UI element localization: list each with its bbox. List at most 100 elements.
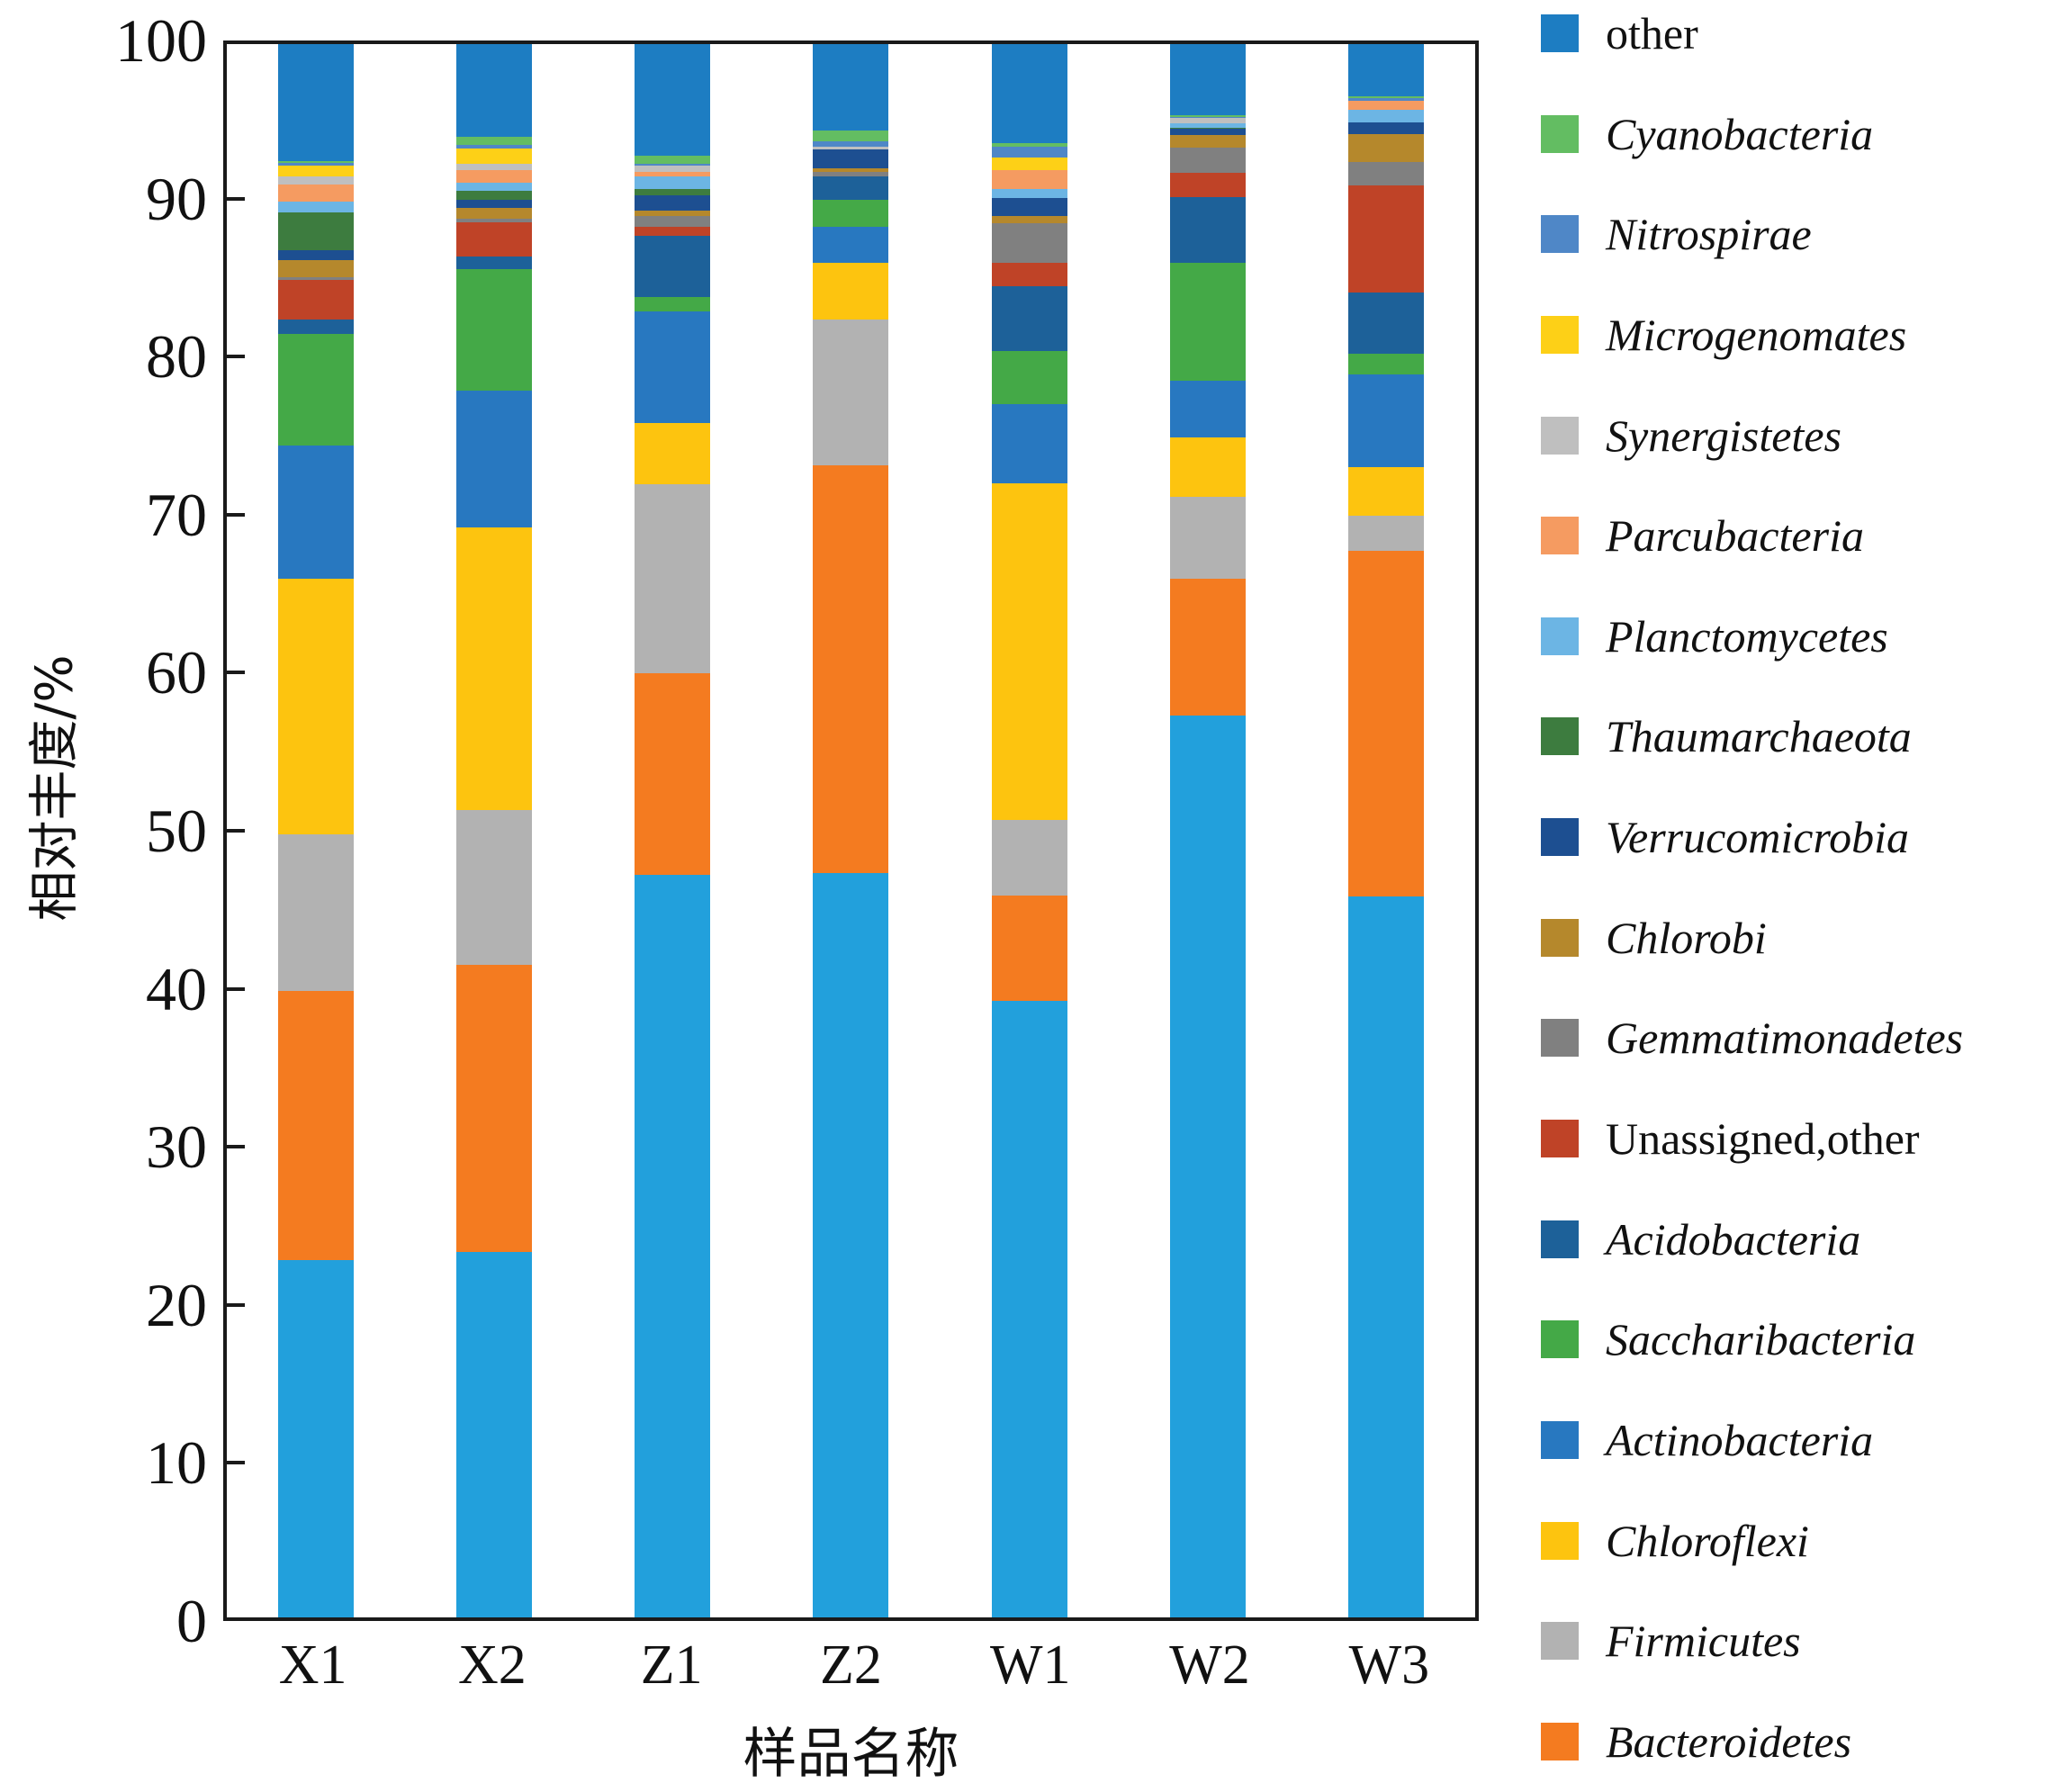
bar-segment-Acidobacteria-Z1 xyxy=(635,236,711,298)
axis-x-title: 样品名称 xyxy=(743,1723,959,1786)
bar-segment-Bacteroidetes-X2 xyxy=(456,964,533,1253)
bar-segment-Chlorobi-Z2 xyxy=(813,168,889,172)
bar-segment-Actinobacteria-Z1 xyxy=(635,311,711,424)
bar-segment-Chloroflexi-Z2 xyxy=(813,263,889,320)
bar-slot-W1 xyxy=(941,44,1119,1617)
bar-segment-Saccharibacteria-X1 xyxy=(278,333,355,446)
bar-segment-Thaumarchaeota-X2 xyxy=(456,190,533,201)
bar-segment-Parcubacteria-W1 xyxy=(991,169,1067,189)
bar-slot-Z2 xyxy=(761,44,940,1617)
legend-label: Actinobacteria xyxy=(1606,1414,1874,1465)
bar-segment-Chloroflexi-W3 xyxy=(1347,467,1424,517)
y-tick-label: 70 xyxy=(146,480,207,549)
bar-segment-Thaumarchaeota-Z1 xyxy=(635,188,711,195)
bar-segment-Saccharibacteria-Z2 xyxy=(813,200,889,227)
bar-segment-Verrucomicrobia-X1 xyxy=(278,250,355,260)
legend-item-Cyanobacteria: Cyanobacteria xyxy=(1541,112,2058,157)
legend-swatch-icon xyxy=(1541,1622,1579,1661)
legend-label: Acidobacteria xyxy=(1606,1213,1861,1265)
y-tick-label: 10 xyxy=(146,1428,207,1498)
bar-segment-Nitrospirae-W3 xyxy=(1347,98,1424,101)
bar-W1 xyxy=(991,44,1067,1617)
bar-segment-other-X2 xyxy=(456,44,533,138)
bar-slot-Z1 xyxy=(583,44,761,1617)
bar-segment-Synergistetes-X1 xyxy=(278,176,355,185)
bar-segment-Bacteroidetes-Z1 xyxy=(635,673,711,875)
x-tick-label-W2: W2 xyxy=(1169,1634,1250,1696)
bar-segment-base-W2 xyxy=(1169,716,1246,1617)
bar-segment-Chlorobi-W3 xyxy=(1347,133,1424,163)
bar-segment-Saccharibacteria-W1 xyxy=(991,350,1067,405)
bar-segment-Bacteroidetes-W2 xyxy=(1169,579,1246,716)
legend-label: Gemmatimonadetes xyxy=(1606,1013,1964,1064)
legend-swatch-icon xyxy=(1541,1420,1579,1459)
bar-segment-Saccharibacteria-Z1 xyxy=(635,297,711,312)
y-tick-label: 60 xyxy=(146,638,207,707)
bar-segment-Acidobacteria-W1 xyxy=(991,286,1067,351)
bar-segment-Chloroflexi-W1 xyxy=(991,482,1067,820)
bar-segment-base-W3 xyxy=(1347,896,1424,1617)
bar-segment-Parcubacteria-W3 xyxy=(1347,101,1424,111)
bar-slot-W3 xyxy=(1297,44,1475,1617)
legend-label: Parcubacteria xyxy=(1606,510,1864,562)
legend-item-Synergistetes: Synergistetes xyxy=(1541,413,2058,458)
bar-segment-Cyanobacteria-X2 xyxy=(456,137,533,146)
y-tick-label: 0 xyxy=(176,1587,207,1655)
y-tick-label: 100 xyxy=(115,6,207,75)
legend-label: Bacteroidetes xyxy=(1606,1715,1852,1767)
bar-segment-Unassigned,other-Z1 xyxy=(635,226,711,237)
bar-segment-base-W1 xyxy=(991,1000,1067,1617)
bar-segment-Nitrospirae-W2 xyxy=(1169,116,1246,119)
axis-y-title: 相对丰度/% xyxy=(25,654,85,922)
bar-segment-Planctomycetes-X1 xyxy=(278,201,355,213)
legend-label: Thaumarchaeota xyxy=(1606,711,1912,762)
y-tick-mark xyxy=(223,671,245,675)
bar-segment-Acidobacteria-Z2 xyxy=(813,176,889,201)
bar-segment-Gemmatimonadetes-Z1 xyxy=(635,215,711,227)
y-tick-label: 20 xyxy=(146,1270,207,1339)
legend-item-Chlorobi: Chlorobi xyxy=(1541,915,2058,960)
legend-swatch-icon xyxy=(1541,517,1579,555)
bar-segment-Saccharibacteria-W2 xyxy=(1169,263,1246,382)
x-tick-label-X2: X2 xyxy=(458,1634,527,1696)
bar-segment-Chlorobi-W1 xyxy=(991,215,1067,224)
y-tick-label: 80 xyxy=(146,322,207,392)
bar-segment-Cyanobacteria-Z1 xyxy=(635,156,711,164)
bar-W2 xyxy=(1169,44,1246,1617)
bar-slot-W2 xyxy=(1119,44,1297,1617)
bar-segment-Thaumarchaeota-X1 xyxy=(278,212,355,251)
legend-swatch-icon xyxy=(1541,617,1579,655)
legend-item-other: other xyxy=(1541,11,2058,56)
bar-segment-Cyanobacteria-W3 xyxy=(1347,95,1424,99)
x-tick-label-X1: X1 xyxy=(278,1634,347,1696)
y-tick-label: 30 xyxy=(146,1112,207,1182)
legend-swatch-icon xyxy=(1541,717,1579,756)
bar-segment-Nitrospirae-W1 xyxy=(991,146,1067,158)
bar-segment-base-X1 xyxy=(278,1260,355,1617)
legend-swatch-icon xyxy=(1541,1521,1579,1560)
legend-item-Nitrospirae: Nitrospirae xyxy=(1541,212,2058,257)
bar-segment-Chloroflexi-W2 xyxy=(1169,437,1246,498)
legend-swatch-icon xyxy=(1541,918,1579,957)
bar-segment-Cyanobacteria-Z2 xyxy=(813,131,889,142)
bar-segment-Firmicutes-W1 xyxy=(991,819,1067,896)
bar-segment-Microgenomates-X1 xyxy=(278,165,355,176)
legend-item-Planctomycetes: Planctomycetes xyxy=(1541,614,2058,659)
bar-segment-Thaumarchaeota-W2 xyxy=(1169,127,1246,130)
bar-segment-Actinobacteria-W2 xyxy=(1169,381,1246,438)
bar-segment-Gemmatimonadetes-X1 xyxy=(278,276,355,281)
bar-segment-Acidobacteria-X1 xyxy=(278,319,355,334)
bar-segment-Firmicutes-X1 xyxy=(278,833,355,992)
bar-segment-Gemmatimonadetes-X2 xyxy=(456,219,533,222)
legend-swatch-icon xyxy=(1541,315,1579,354)
bar-segment-Firmicutes-W2 xyxy=(1169,497,1246,580)
bar-segment-base-Z2 xyxy=(813,873,889,1617)
legend-item-Actinobacteria: Actinobacteria xyxy=(1541,1418,2058,1463)
bar-segment-Nitrospirae-X1 xyxy=(278,163,355,166)
bar-segment-other-Z2 xyxy=(813,44,889,131)
legend-item-Acidobacteria: Acidobacteria xyxy=(1541,1217,2058,1262)
bar-segment-other-X1 xyxy=(278,44,355,161)
bar-segment-Gemmatimonadetes-Z2 xyxy=(813,171,889,176)
bar-segment-base-X2 xyxy=(456,1252,533,1617)
